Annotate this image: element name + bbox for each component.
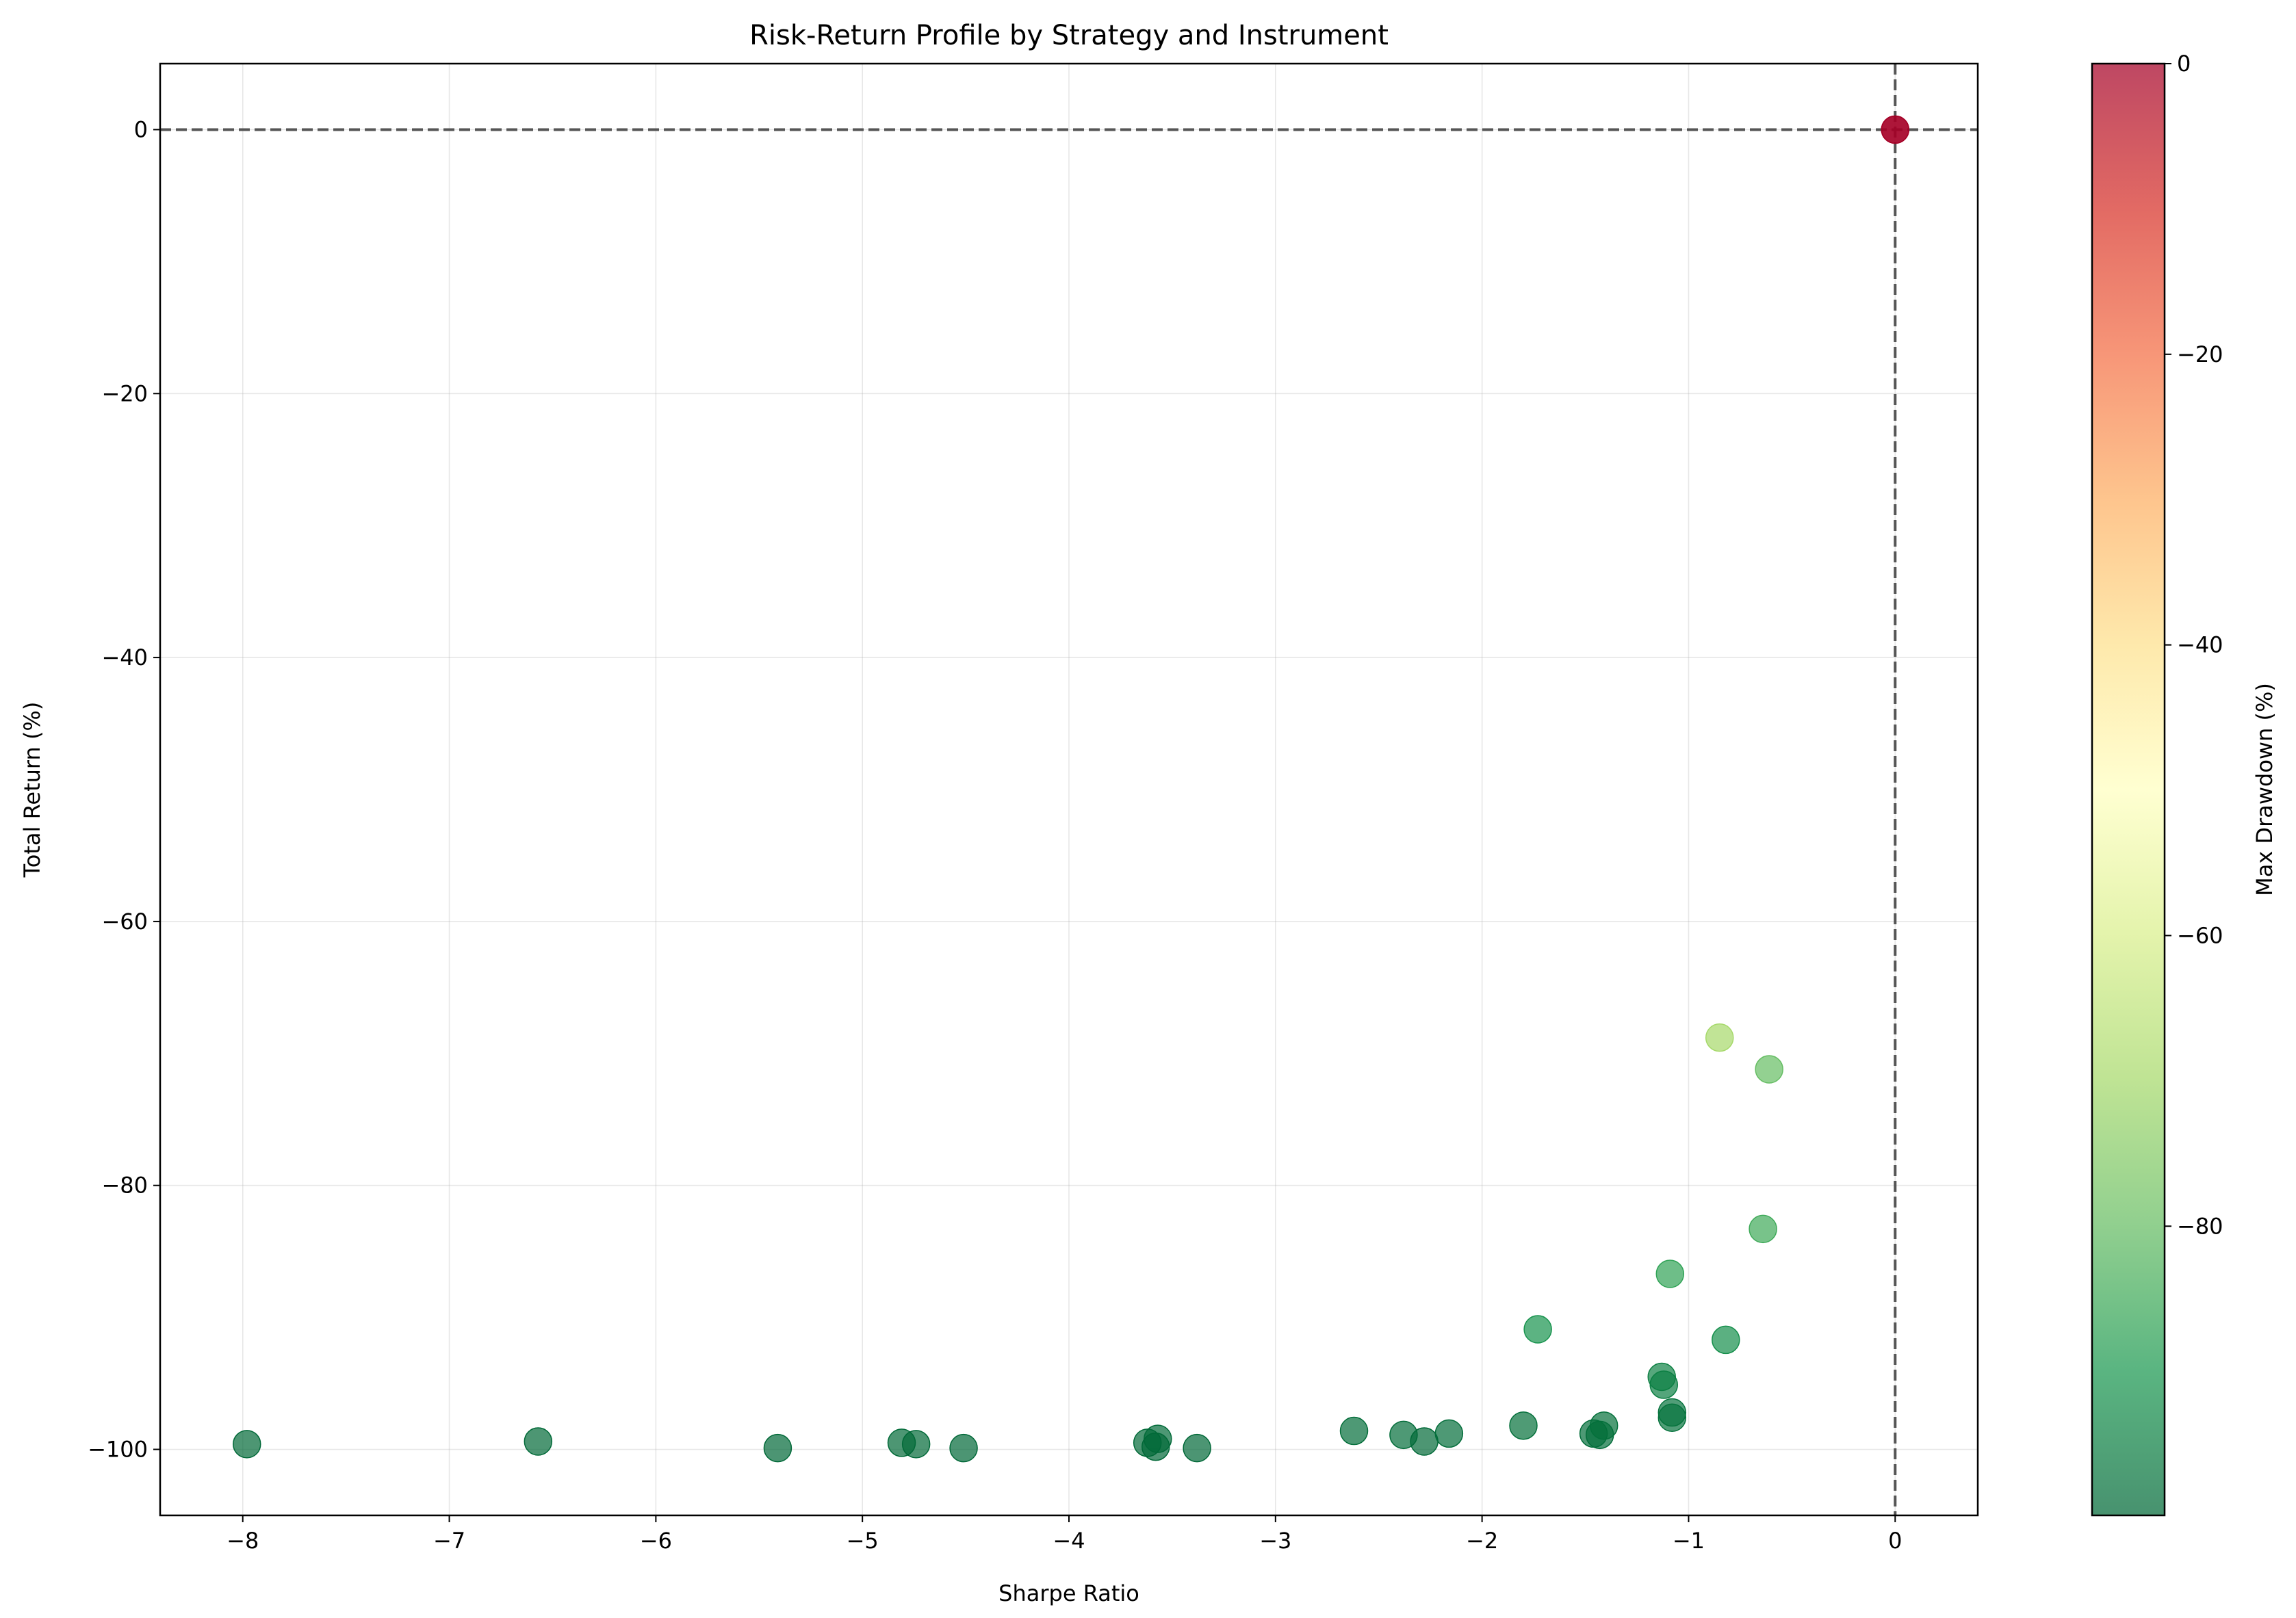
colorbar-tick-label: −60	[2177, 922, 2223, 948]
data-point	[1509, 1411, 1538, 1440]
data-point	[1649, 1370, 1678, 1399]
x-axis-ticks: −8 −7 −6 −5 −4 −3 −2 −1 0	[227, 1515, 1902, 1554]
colorbar-tick-label: −40	[2177, 632, 2223, 658]
chart-title: Risk-Return Profile by Strategy and Inst…	[749, 20, 1389, 51]
colorbar-ticks: 0 −20 −40 −60 −80	[2165, 51, 2223, 1239]
y-tick-label: 0	[134, 116, 148, 142]
colorbar-frame	[2091, 62, 2166, 1517]
data-point	[1523, 1315, 1552, 1344]
data-point	[1434, 1419, 1464, 1448]
y-tick-label: −60	[101, 909, 148, 935]
x-tick-label: −7	[433, 1528, 465, 1554]
data-point	[901, 1430, 931, 1459]
data-point	[1339, 1416, 1369, 1446]
data-points	[233, 115, 1910, 1463]
x-tick-label: −3	[1259, 1528, 1291, 1554]
y-tick-label: −20	[101, 380, 148, 406]
data-point	[1655, 1260, 1685, 1288]
y-axis-label: Total Return (%)	[19, 702, 45, 878]
y-tick-label: −100	[88, 1437, 148, 1463]
data-point	[233, 1430, 261, 1459]
colorbar-gradient	[2092, 64, 2165, 1515]
data-point	[1183, 1433, 1211, 1463]
data-point	[1881, 115, 1910, 144]
reference-lines	[160, 64, 1978, 1515]
x-tick-label: −5	[847, 1528, 879, 1554]
colorbar-label: Max Drawdown (%)	[2252, 683, 2278, 896]
data-point	[1657, 1403, 1687, 1432]
colorbar-tick-label: −80	[2177, 1213, 2223, 1239]
data-point	[524, 1427, 553, 1456]
y-tick-label: −40	[101, 644, 148, 670]
y-axis-ticks: 0 −20 −40 −60 −80 −100	[88, 116, 160, 1463]
colorbar-tick-label: 0	[2177, 51, 2191, 77]
data-point	[1141, 1432, 1170, 1461]
data-point	[1410, 1427, 1439, 1456]
data-point	[949, 1433, 978, 1463]
x-tick-label: −8	[227, 1528, 259, 1554]
x-tick-label: −1	[1673, 1528, 1705, 1554]
x-tick-label: −4	[1053, 1528, 1085, 1554]
colorbar: 0 −20 −40 −60 −80 Max Drawdown (%)	[2091, 51, 2278, 1517]
data-point	[1705, 1023, 1734, 1052]
x-tick-label: 0	[1888, 1528, 1902, 1554]
x-tick-label: −6	[640, 1528, 672, 1554]
data-point	[1589, 1411, 1618, 1440]
x-axis-label: Sharpe Ratio	[998, 1580, 1139, 1606]
x-tick-label: −2	[1466, 1528, 1498, 1554]
data-point	[763, 1433, 792, 1463]
data-point	[1755, 1055, 1783, 1084]
data-point	[1749, 1214, 1777, 1244]
data-point	[1712, 1325, 1740, 1355]
colorbar-tick-label: −20	[2177, 341, 2223, 367]
y-tick-label: −80	[101, 1173, 148, 1199]
